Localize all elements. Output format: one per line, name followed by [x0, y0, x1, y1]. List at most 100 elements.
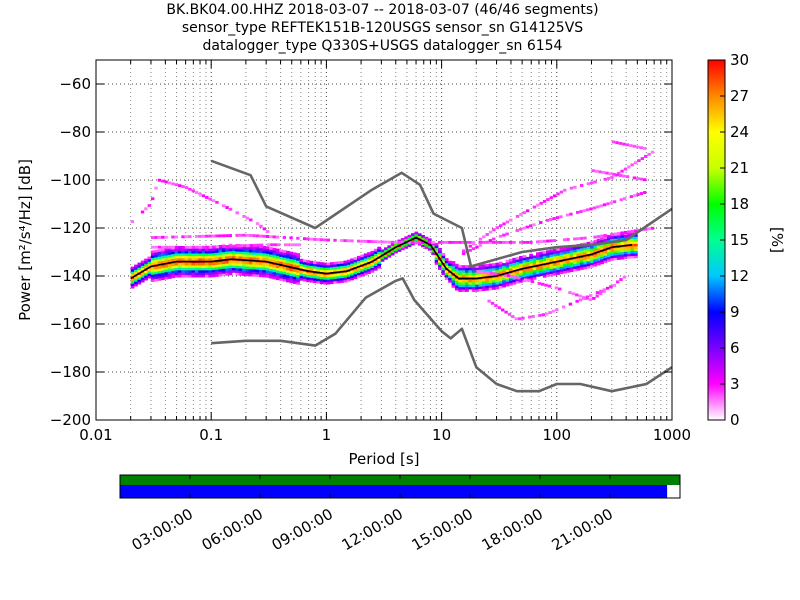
density-cell	[204, 234, 209, 238]
y-tick-label: −120	[50, 219, 91, 237]
density-cell	[515, 214, 520, 218]
density-cell	[188, 274, 192, 278]
density-cell	[299, 277, 304, 281]
density-cell	[552, 248, 557, 252]
density-cell	[184, 272, 189, 276]
density-cell	[221, 273, 226, 277]
density-cell	[157, 258, 162, 262]
density-cell	[228, 248, 233, 252]
density-cell	[150, 262, 155, 266]
density-cell	[593, 239, 598, 243]
density-cell	[622, 197, 627, 201]
density-cell	[514, 317, 518, 321]
density-cell	[248, 249, 253, 253]
density-cell	[583, 264, 588, 267]
density-cell	[208, 262, 213, 266]
density-cell	[198, 192, 202, 196]
density-cell	[495, 277, 500, 280]
density-cell	[272, 250, 277, 253]
density-cell	[356, 255, 361, 259]
density-cell	[619, 198, 623, 202]
density-cell	[485, 273, 490, 277]
density-cell	[363, 258, 368, 261]
density-cell	[309, 275, 314, 278]
density-cell	[508, 273, 513, 276]
density-cell	[204, 250, 209, 254]
density-cell	[167, 273, 172, 277]
density-cell	[235, 270, 240, 274]
density-cell	[238, 251, 243, 255]
density-cell	[610, 176, 614, 179]
density-cell	[255, 250, 260, 253]
density-cell	[517, 317, 522, 321]
density-cell	[488, 240, 493, 244]
density-cell	[181, 258, 186, 261]
density-cell	[571, 292, 576, 296]
density-cell	[633, 255, 638, 259]
density-cell	[242, 246, 246, 250]
density-cell	[140, 265, 145, 269]
density-cell	[292, 269, 297, 272]
density-cell	[488, 265, 493, 269]
density-cell	[502, 265, 506, 269]
density-cell	[336, 261, 341, 265]
density-cell	[279, 268, 284, 272]
density-cell	[289, 280, 294, 284]
density-cell	[228, 265, 233, 269]
density-cell	[394, 250, 398, 254]
density-cell	[431, 252, 436, 255]
density-cell	[481, 269, 486, 272]
density-cell	[424, 246, 429, 249]
density-cell	[573, 268, 577, 272]
density-cell	[191, 258, 196, 261]
density-cell	[269, 256, 273, 260]
density-cell	[174, 248, 179, 252]
density-cell	[633, 194, 637, 198]
density-cell	[255, 257, 260, 261]
density-cell	[594, 169, 599, 173]
density-cell	[556, 264, 561, 268]
density-cell	[238, 233, 243, 237]
density-cell	[215, 264, 219, 268]
density-cell	[262, 250, 267, 254]
density-cell	[326, 281, 331, 285]
density-cell	[255, 254, 260, 258]
density-cell	[633, 229, 638, 233]
density-cell	[248, 264, 253, 267]
density-cell	[539, 261, 544, 264]
density-cell	[205, 196, 209, 199]
density-cell	[458, 289, 463, 292]
density-cell	[471, 272, 476, 276]
density-cell	[174, 253, 179, 256]
density-cell	[232, 253, 236, 257]
density-cell	[302, 264, 307, 268]
density-cell	[590, 265, 594, 268]
density-cell	[552, 251, 557, 254]
density-cell	[212, 245, 216, 249]
density-cell	[630, 246, 635, 249]
density-cell	[639, 192, 644, 195]
density-cell	[174, 183, 179, 187]
density-cell	[515, 273, 520, 277]
density-cell	[218, 254, 223, 258]
x-tick-label: 100	[542, 426, 571, 444]
density-cell	[333, 276, 338, 279]
density-cell	[583, 259, 588, 263]
density-cell	[542, 265, 547, 269]
density-cell	[546, 250, 550, 253]
density-cell	[384, 249, 388, 253]
density-cell	[540, 282, 545, 286]
density-cell	[286, 277, 290, 280]
density-cell	[595, 291, 600, 295]
density-cell	[505, 262, 510, 265]
density-cell	[496, 272, 501, 276]
density-cell	[522, 276, 527, 280]
density-cell	[478, 281, 483, 285]
density-cell	[562, 238, 567, 242]
density-cell	[211, 252, 216, 256]
density-cell	[215, 271, 219, 275]
density-cell	[286, 270, 290, 273]
density-cell	[208, 197, 212, 201]
density-cell	[620, 169, 624, 173]
density-cell	[566, 238, 570, 241]
